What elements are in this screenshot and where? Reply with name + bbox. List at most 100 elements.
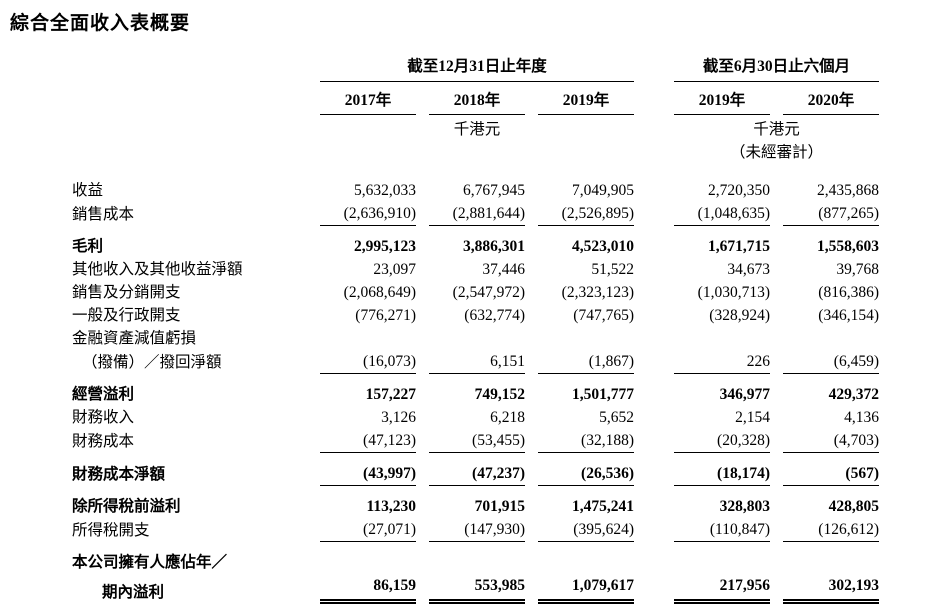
column-gap <box>647 518 661 542</box>
value-cell: 346,977 <box>719 386 770 403</box>
value-cell: 86,159 <box>320 574 416 604</box>
column-gap <box>647 82 661 115</box>
value-cell: 4,136 <box>844 409 879 426</box>
table-row: （撥備）／撥回淨額 (16,073) 6,151 (1,867) 226 (6,459) <box>72 350 879 374</box>
value-cell: (126,612) <box>783 518 879 542</box>
value-cell: 113,230 <box>366 498 416 515</box>
value-cell: (47,123) <box>320 429 416 453</box>
value-cell: 428,805 <box>828 498 879 515</box>
row-label: 期內溢利 <box>102 584 165 601</box>
value-cell <box>538 542 634 574</box>
column-gap <box>647 226 661 258</box>
period-group-row: 截至12月31日止年度 截至6月30日止六個月 <box>72 55 879 82</box>
page-title: 綜合全面收入表概要 <box>10 13 191 34</box>
value-cell: 328,803 <box>719 498 770 515</box>
value-cell: (20,328) <box>674 429 770 453</box>
value-cell: (43,997) <box>320 453 416 486</box>
row-label: 收益 <box>72 182 104 199</box>
value-cell: 39,768 <box>836 261 879 278</box>
column-gap <box>647 55 661 82</box>
row-label: 本公司擁有人應佔年／ <box>72 554 228 571</box>
value-cell: 1,079,617 <box>538 574 634 604</box>
period-group-interim: 截至6月30日止六個月 <box>674 55 879 82</box>
unaudited-note: （未經審計） <box>729 144 823 161</box>
table-row: 期內溢利 86,159 553,985 1,079,617 217,956 302,193 <box>72 574 879 604</box>
table-body: 收益 5,632,033 6,767,945 7,049,905 2,720,350 2,… <box>72 164 879 604</box>
value-cell: 51,522 <box>591 261 634 278</box>
value-cell: 1,558,603 <box>817 238 879 255</box>
value-cell: (328,924) <box>709 307 770 324</box>
value-cell: 429,372 <box>828 386 879 403</box>
value-cell: (53,455) <box>429 429 525 453</box>
table-row: 本公司擁有人應佔年／ <box>72 542 879 574</box>
year-header-2019: 2019年 <box>538 82 634 115</box>
value-cell: (2,526,895) <box>538 202 634 226</box>
value-cell: (395,624) <box>538 518 634 542</box>
table-row: 一般及行政開支 (776,271) (632,774) (747,765) (328,9… <box>72 304 879 327</box>
spacer-cell <box>72 82 307 115</box>
value-cell <box>429 327 525 350</box>
value-cell: (4,703) <box>783 429 879 453</box>
column-gap <box>647 542 661 574</box>
value-cell: (2,323,123) <box>561 284 634 301</box>
value-cell <box>320 542 416 574</box>
column-gap <box>647 350 661 374</box>
year-header-2017: 2017年 <box>320 82 416 115</box>
year-header-2018: 2018年 <box>429 82 525 115</box>
column-gap <box>647 429 661 453</box>
value-cell: (26,536) <box>538 453 634 486</box>
column-gap <box>647 406 661 429</box>
value-cell: (816,386) <box>818 284 879 301</box>
value-cell: 157,227 <box>365 386 416 403</box>
value-cell <box>783 327 879 350</box>
value-cell: 4,523,010 <box>572 238 634 255</box>
value-cell: 1,501,777 <box>572 386 634 403</box>
value-cell <box>783 542 879 574</box>
table-row: 財務成本淨額 (43,997) (47,237) (26,536) (18,174) (5… <box>72 453 879 486</box>
value-cell: 701,915 <box>474 498 525 515</box>
value-cell: (776,271) <box>355 307 416 324</box>
column-gap <box>647 115 661 141</box>
table-row: 毛利 2,995,123 3,886,301 4,523,010 1,671,715 1,… <box>72 226 879 258</box>
value-cell: 217,956 <box>674 574 770 604</box>
unit-row: 千港元 千港元 <box>72 115 879 141</box>
value-cell: (1,048,635) <box>674 202 770 226</box>
table-row: 財務收入 3,126 6,218 5,652 2,154 4,136 <box>72 406 879 429</box>
value-cell: 2,720,350 <box>708 182 770 199</box>
column-gap <box>647 574 661 604</box>
spacer-cell <box>320 141 634 164</box>
column-gap <box>647 281 661 304</box>
value-cell: (27,071) <box>320 518 416 542</box>
value-cell: (632,774) <box>464 307 525 324</box>
income-statement-table: 截至12月31日止年度 截至6月30日止六個月 2017年 2018年 2019… <box>59 55 892 604</box>
value-cell: 1,671,715 <box>708 238 770 255</box>
year-header-2020-interim: 2020年 <box>783 82 879 115</box>
value-cell: (567) <box>783 453 879 486</box>
spacer-cell <box>72 115 307 141</box>
column-gap <box>647 374 661 406</box>
value-cell: 37,446 <box>482 261 525 278</box>
value-cell: (6,459) <box>783 350 879 374</box>
period-group-annual: 截至12月31日止年度 <box>320 55 634 82</box>
column-gap <box>647 202 661 226</box>
value-cell: (18,174) <box>674 453 770 486</box>
value-cell: (110,847) <box>674 518 770 542</box>
value-cell: (2,547,972) <box>452 284 525 301</box>
row-label: （撥備）／撥回淨額 <box>82 354 222 371</box>
year-header-row: 2017年 2018年 2019年 2019年 2020年 <box>72 82 879 115</box>
value-cell: (147,930) <box>429 518 525 542</box>
column-gap <box>647 453 661 486</box>
value-cell: (346,154) <box>818 307 879 324</box>
value-cell: 34,673 <box>727 261 770 278</box>
value-cell <box>538 327 634 350</box>
spacer-cell <box>72 55 307 82</box>
value-cell: 553,985 <box>429 574 525 604</box>
spacer-cell <box>72 141 307 164</box>
row-label: 除所得稅前溢利 <box>72 498 181 515</box>
column-gap <box>647 164 661 202</box>
row-label: 一般及行政開支 <box>72 307 181 324</box>
value-cell: 2,154 <box>735 409 770 426</box>
year-header-2019-interim: 2019年 <box>674 82 770 115</box>
value-cell: (1,030,713) <box>697 284 770 301</box>
